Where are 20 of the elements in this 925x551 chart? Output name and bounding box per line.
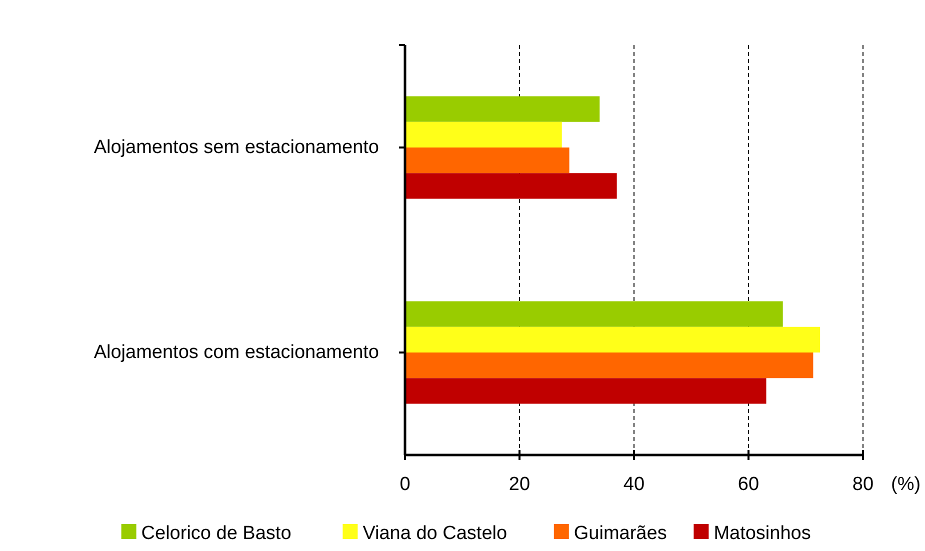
x-tick-label: 20 xyxy=(508,474,530,495)
bar xyxy=(405,173,617,199)
x-axis-title: (%) xyxy=(891,474,921,495)
legend-label: Matosinhos xyxy=(714,523,811,544)
legend-label: Guimarães xyxy=(574,523,667,544)
bar xyxy=(405,122,562,148)
bar xyxy=(405,378,766,404)
x-tick-label: 60 xyxy=(738,474,760,495)
y-tick-label: Alojamentos com estacionamento xyxy=(94,342,379,363)
legend-label: Celorico de Basto xyxy=(141,523,292,544)
bar xyxy=(405,352,814,378)
x-tick-label: 40 xyxy=(623,474,645,495)
bar xyxy=(405,326,820,352)
bar xyxy=(405,148,570,174)
x-tick-label: 0 xyxy=(400,474,410,495)
x-tick-label: 80 xyxy=(852,474,874,495)
legend-label: Viana do Castelo xyxy=(362,523,508,544)
y-tick-label: Alojamentos sem estacionamento xyxy=(94,137,379,158)
bar xyxy=(405,96,600,122)
bar xyxy=(405,301,783,327)
